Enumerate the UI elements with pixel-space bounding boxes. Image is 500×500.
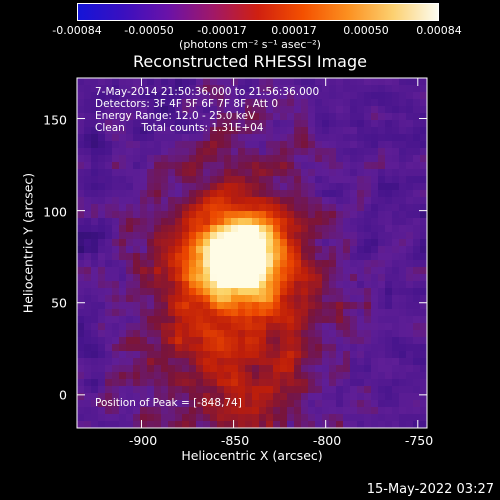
y-tick-label: 150 (43, 112, 67, 128)
x-tick-label: -800 (312, 433, 342, 448)
y-tick-label: 50 (51, 295, 67, 311)
colorbar-tick-label: -0.00084 (52, 24, 102, 37)
x-axis-label: Heliocentric X (arcsec) (181, 448, 323, 463)
colorbar-tick-label: 0.00084 (416, 24, 462, 37)
colorbar-tick-label: 0.00050 (343, 24, 389, 37)
axis-ticks (77, 78, 427, 428)
y-tick-label: 0 (59, 387, 67, 403)
y-tick-label: 100 (43, 204, 67, 220)
colorbar-tick-label: 0.00017 (271, 24, 317, 37)
method-counts-text: Clean Total counts: 1.31E+04 (95, 122, 264, 134)
colorbar-units: (photons cm⁻² s⁻¹ asec⁻²) (179, 38, 321, 51)
colorbar (77, 3, 439, 21)
timestamp: 15-May-2022 03:27 (366, 482, 494, 497)
x-tick-label: -850 (220, 433, 250, 448)
image-pixels (77, 78, 428, 429)
x-tick-label: -900 (128, 433, 158, 448)
plot-title: Reconstructed RHESSI Image (133, 52, 367, 71)
x-tick-label: -750 (404, 433, 434, 448)
plot-frame (76, 77, 428, 429)
colorbar-tick-label: -0.00050 (124, 24, 174, 37)
detectors-text: Detectors: 3F 4F 5F 6F 7F 8F, Att 0 (95, 98, 279, 110)
y-axis-label: Heliocentric Y (arcsec) (20, 172, 36, 314)
colorbar-tick-label: -0.00017 (197, 24, 247, 37)
time-range-text: 7-May-2014 21:50:36.000 to 21:56:36.000 (95, 86, 320, 98)
peak-position-text: Position of Peak = [-848,74] (95, 397, 242, 409)
energy-range-text: Energy Range: 12.0 - 25.0 keV (95, 110, 256, 122)
